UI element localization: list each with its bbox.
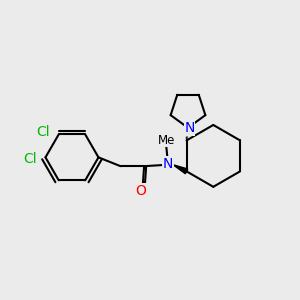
Text: Me: Me [158, 134, 175, 147]
Text: Cl: Cl [23, 152, 37, 167]
Text: N: N [184, 122, 195, 135]
Polygon shape [173, 165, 188, 174]
Text: N: N [163, 157, 173, 171]
Text: Cl: Cl [37, 125, 50, 140]
Text: O: O [136, 184, 147, 198]
